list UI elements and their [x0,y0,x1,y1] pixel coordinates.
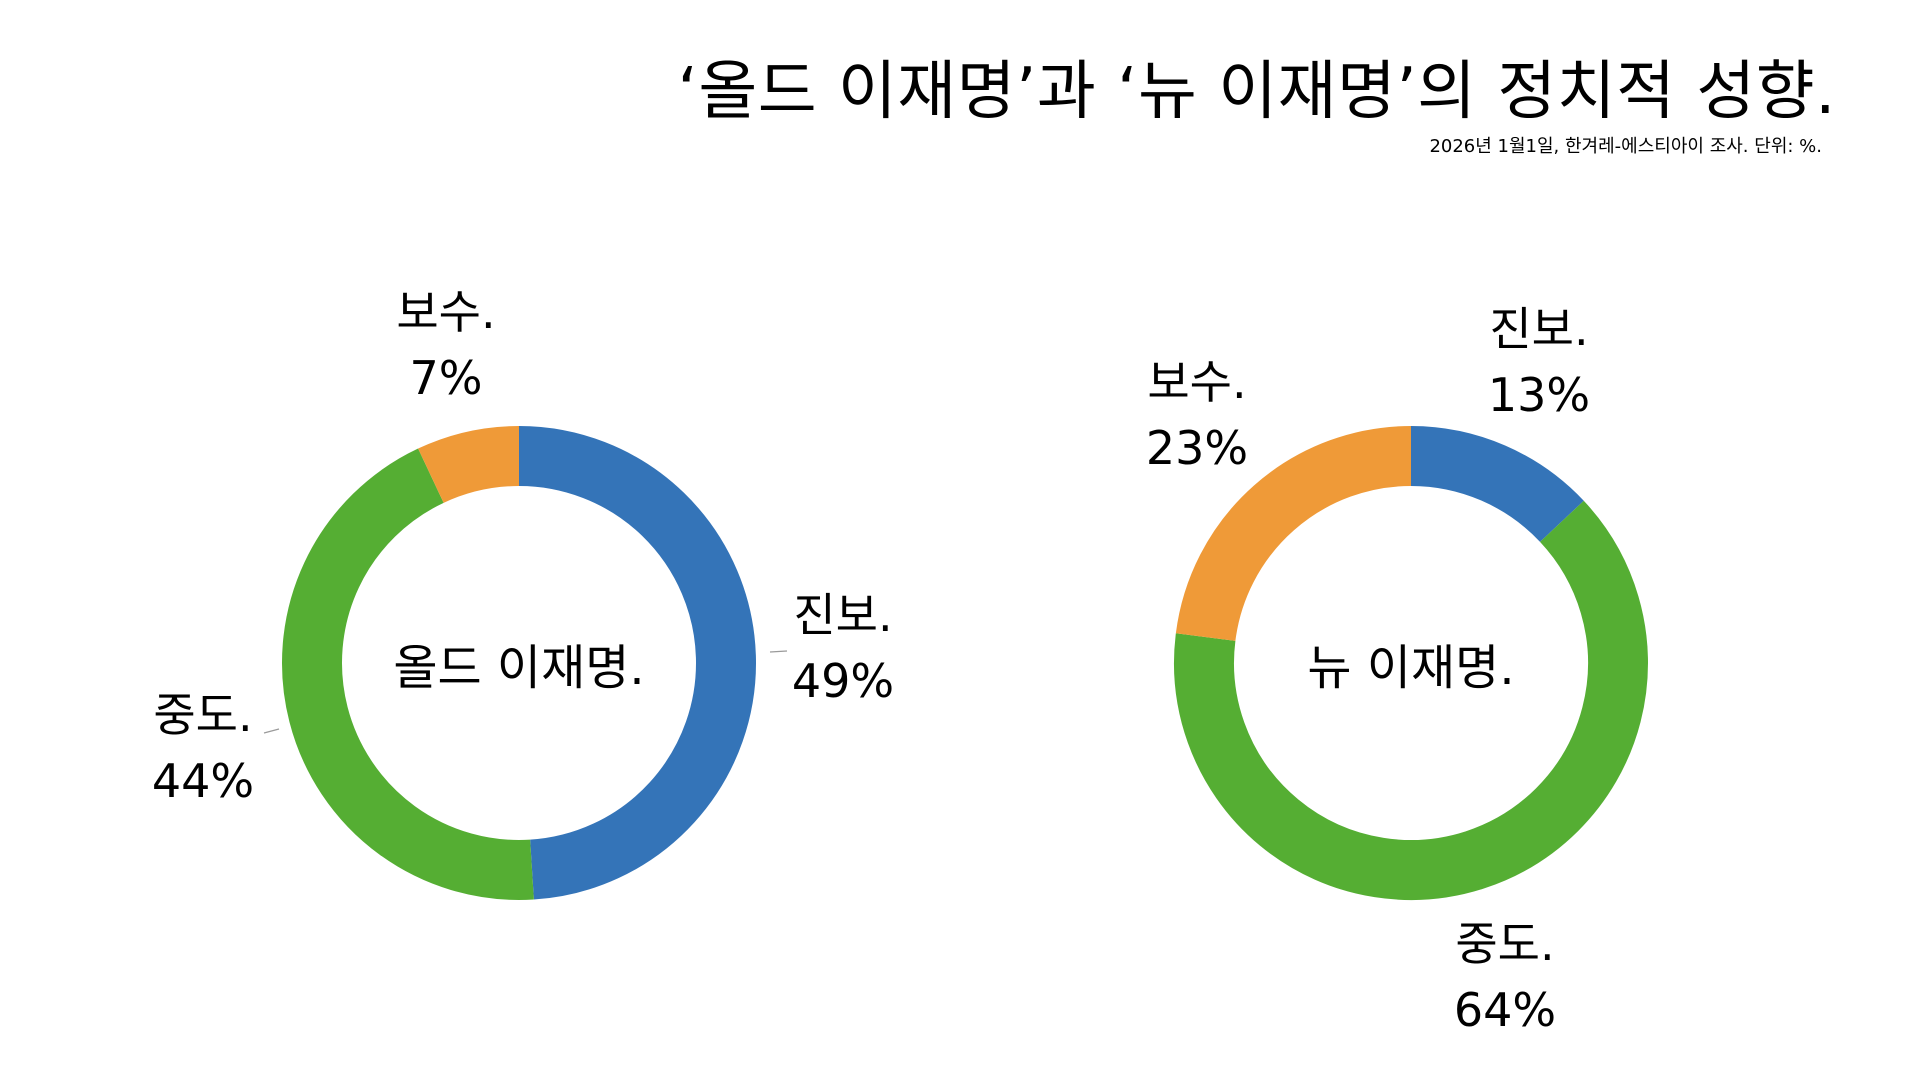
chart1-label-progressive: 진보. 49% [792,582,894,714]
chart1-label-moderate: 중도. 44% [152,682,254,814]
chart2-segment-progressive [1410,426,1584,543]
chart1-category-progressive: 진보. [793,588,893,642]
chart1-category-moderate: 중도. [153,688,253,742]
chart2-center-label: 뉴 이재명. [1307,640,1515,696]
chart-subtitle: 2026년 1월1일, 한겨레-에스티아이 조사. 단위: %. [1429,136,1822,157]
chart1-segment-moderate [282,448,534,900]
chart1-center-label: 올드 이재명. [393,640,645,696]
chart2-segment-conservative [1175,426,1412,642]
chart2-label-conservative: 보수. 23% [1146,349,1248,481]
chart2-value-progressive: 13% [1487,368,1591,422]
chart2-label-moderate: 중도. 64% [1454,911,1556,1043]
chart2-category-moderate: 중도. [1455,917,1555,971]
chart2-label-progressive: 진보. 13% [1488,296,1590,428]
chart2-value-conservative: 23% [1145,421,1249,475]
chart1-leader-progressive [769,650,788,653]
chart1-leader-moderate [263,728,280,734]
chart1-value-conservative: 7% [409,351,483,405]
chart2-segment-moderate [1174,500,1648,900]
chart1-value-progressive: 49% [791,654,895,708]
chart-title: ‘올드 이재명’과 ‘뉴 이재명’의 정치적 성향. [677,55,1836,129]
chart2-category-conservative: 보수. [1147,355,1247,409]
chart1-segment-progressive [518,426,756,900]
chart2-value-moderate: 64% [1453,983,1557,1037]
chart1-label-conservative: 보수. 7% [396,279,495,411]
chart1-category-conservative: 보수. [396,285,496,339]
chart1-value-moderate: 44% [151,754,255,808]
chart2-category-progressive: 진보. [1489,302,1589,356]
chart1-segment-conservative [418,426,520,504]
